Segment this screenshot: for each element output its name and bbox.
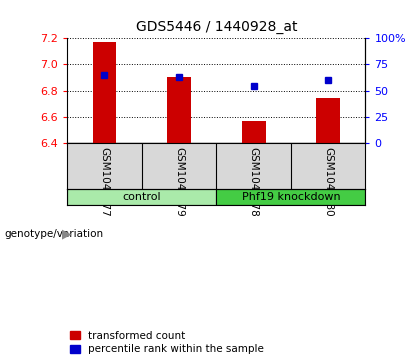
Bar [167, 77, 191, 143]
Text: genotype/variation: genotype/variation [4, 229, 103, 239]
Bar [67, 188, 216, 205]
Text: GSM1040579: GSM1040579 [174, 147, 184, 217]
Bar [241, 121, 265, 143]
Bar [92, 42, 116, 143]
Bar [316, 98, 340, 143]
Text: ▶: ▶ [62, 228, 72, 241]
Text: Phf19 knockdown: Phf19 knockdown [241, 192, 340, 202]
Text: GSM1040580: GSM1040580 [323, 147, 333, 217]
Text: GSM1040578: GSM1040578 [249, 147, 259, 217]
Bar [216, 188, 365, 205]
Text: GSM1040577: GSM1040577 [100, 147, 110, 217]
Text: control: control [123, 192, 161, 202]
Legend: transformed count, percentile rank within the sample: transformed count, percentile rank withi… [70, 331, 264, 354]
Title: GDS5446 / 1440928_at: GDS5446 / 1440928_at [136, 20, 297, 34]
